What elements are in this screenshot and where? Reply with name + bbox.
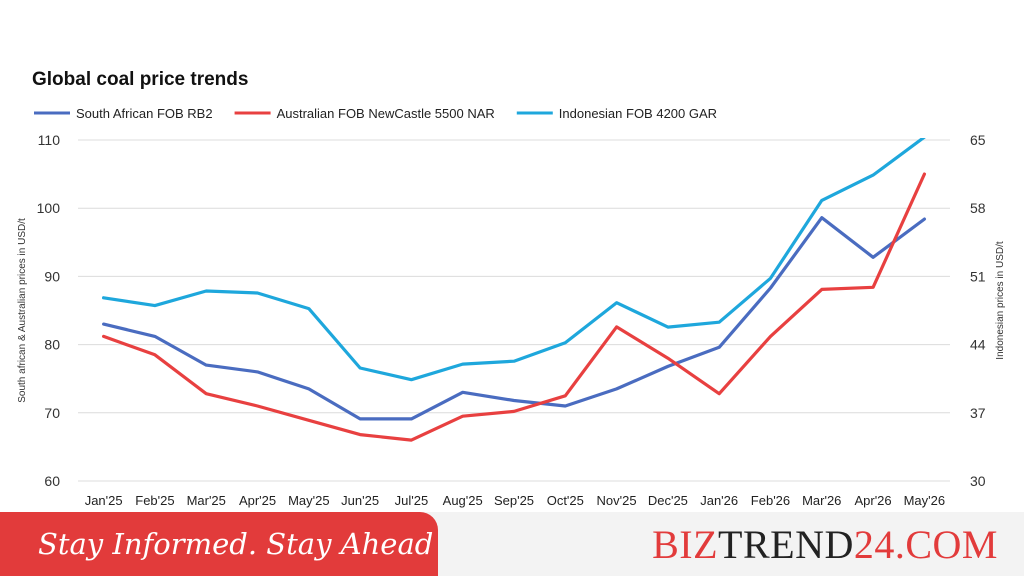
x-tick-label: Apr'25 bbox=[239, 493, 276, 508]
x-tick-label: Aug'25 bbox=[443, 493, 483, 508]
x-tick-label: Feb'26 bbox=[751, 493, 790, 508]
x-tick-label: Sep'25 bbox=[494, 493, 534, 508]
y2-tick-label: 65 bbox=[970, 132, 986, 148]
y-axis-label: South african & Australian prices in USD… bbox=[17, 218, 28, 403]
legend-label-0: South African FOB RB2 bbox=[76, 106, 213, 121]
x-tick-label: Jul'25 bbox=[395, 493, 429, 508]
y2-axis-label: Indonesian prices in USD/t bbox=[995, 241, 1006, 360]
x-tick-label: May'26 bbox=[904, 493, 946, 508]
y-tick-label: 70 bbox=[44, 405, 60, 421]
x-tick-label: Feb'25 bbox=[135, 493, 174, 508]
y-tick-label: 110 bbox=[38, 132, 61, 148]
y-tick-label: 60 bbox=[44, 473, 60, 489]
x-tick-label: May'25 bbox=[288, 493, 330, 508]
x-tick-label: Jan'25 bbox=[85, 493, 123, 508]
series-line-2 bbox=[101, 138, 926, 382]
x-tick-label: Oct'25 bbox=[547, 493, 584, 508]
x-tick-label: Apr'26 bbox=[854, 493, 891, 508]
y-tick-label: 100 bbox=[37, 200, 61, 216]
y2-tick-label: 51 bbox=[970, 268, 986, 284]
y2-tick-label: 58 bbox=[970, 200, 986, 216]
tagline: Stay Informed. Stay Ahead bbox=[38, 527, 434, 561]
x-tick-label: Dec'25 bbox=[648, 493, 688, 508]
tagline-box: Stay Informed. Stay Ahead bbox=[0, 512, 438, 576]
y2-tick-label: 30 bbox=[970, 473, 986, 489]
series-line-0 bbox=[101, 216, 927, 421]
chart-title: Global coal price trends bbox=[32, 69, 248, 90]
series-line-1 bbox=[101, 172, 927, 442]
x-tick-label: Mar'26 bbox=[802, 493, 841, 508]
brand-part-com: 24.COM bbox=[853, 521, 998, 567]
legend-label-1: Australian FOB NewCastle 5500 NAR bbox=[277, 106, 495, 121]
chart-area: Global coal price trends South African FO… bbox=[17, 69, 1006, 508]
x-tick-label: Jun'25 bbox=[341, 493, 379, 508]
y2-tick-label: 44 bbox=[970, 337, 986, 353]
y-tick-label: 90 bbox=[44, 268, 60, 284]
x-tick-label: Nov'25 bbox=[597, 493, 637, 508]
brand-part-biz: BIZ bbox=[652, 521, 719, 567]
legend-label-2: Indonesian FOB 4200 GAR bbox=[559, 106, 717, 121]
x-tick-label: Jan'26 bbox=[700, 493, 738, 508]
brand-part-trend: TREND bbox=[718, 521, 854, 567]
y-tick-label: 80 bbox=[44, 337, 60, 353]
x-tick-label: Mar'25 bbox=[187, 493, 226, 508]
brand-logo[interactable]: BIZ TREND 24.COM bbox=[652, 518, 998, 570]
line-chart: Global coal price trends South African FO… bbox=[17, 69, 1006, 508]
y2-tick-label: 37 bbox=[970, 405, 986, 421]
footer-banner: Stay Informed. Stay Ahead BIZ TREND 24.C… bbox=[0, 512, 1024, 576]
